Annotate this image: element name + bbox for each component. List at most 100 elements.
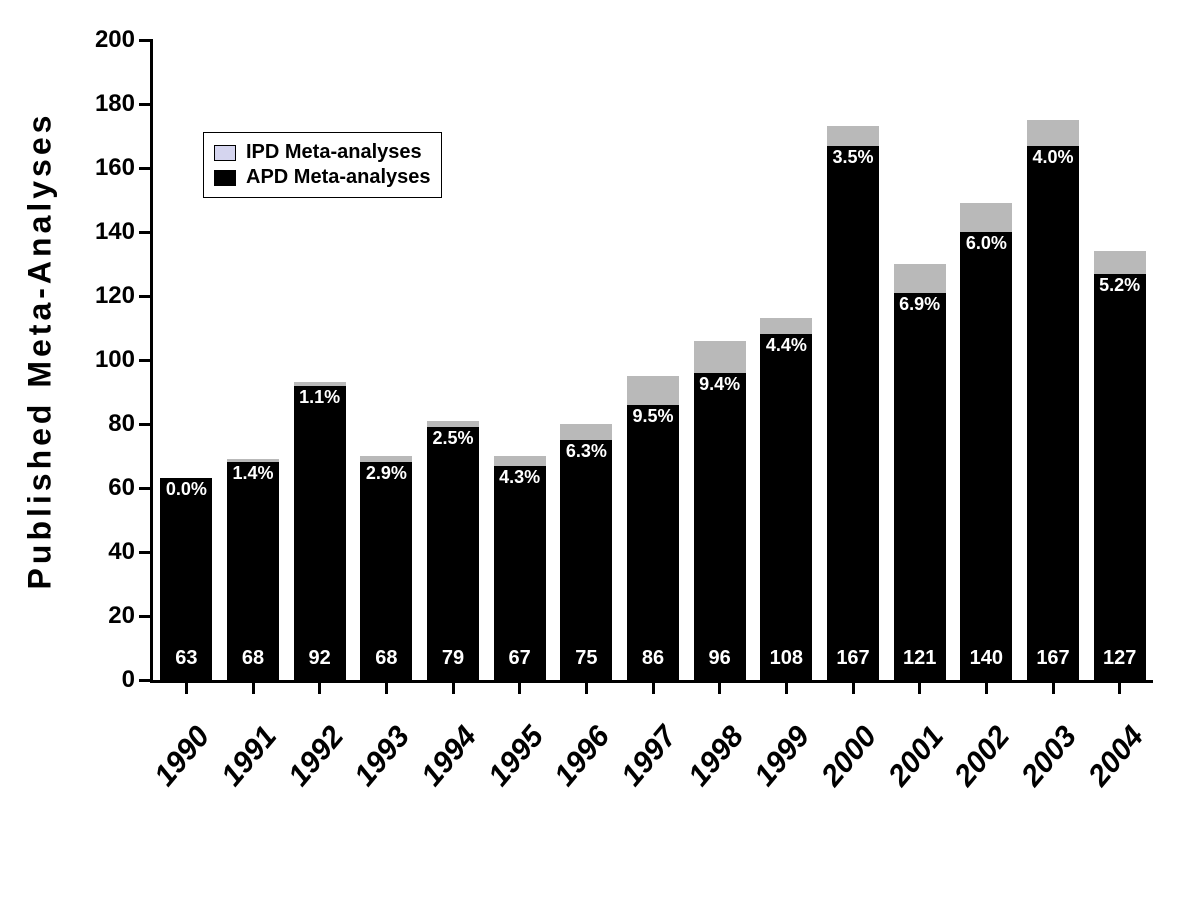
bar-pct-label: 6.3% (560, 441, 612, 462)
bar-pct-label: 4.4% (760, 335, 812, 356)
bar-count-label: 86 (627, 647, 679, 670)
x-axis-label: 1996 (548, 720, 617, 793)
bar-ipd (560, 424, 612, 440)
bar-ipd (627, 376, 679, 405)
bar-group: 68 1.4% (227, 459, 279, 680)
y-tick (139, 551, 153, 554)
y-tick-label: 180 (0, 90, 135, 118)
y-tick-label: 60 (0, 474, 135, 502)
bar-ipd (360, 456, 412, 462)
y-tick (139, 231, 153, 234)
bar-group: 167 3.5% (827, 126, 879, 680)
bar-group: 756.3% (560, 424, 612, 680)
y-tick (139, 39, 153, 42)
bar-apd (427, 427, 479, 680)
bar-pct-label: 9.4% (694, 374, 746, 395)
x-axis-label: 1991 (215, 720, 284, 793)
bar-pct-label: 0.0% (160, 479, 212, 500)
bar-count-label: 63 (160, 647, 212, 670)
meta-analyses-chart: Published Meta-Analyses 630.0%681.4%921.… (0, 0, 1200, 900)
y-tick-label: 100 (0, 346, 135, 374)
bar-pct-label: 6.9% (894, 294, 946, 315)
bar-count-label: 108 (760, 647, 812, 670)
bar-pct-label: 4.0% (1027, 147, 1079, 168)
bar-count-label: 96 (694, 647, 746, 670)
x-axis-label: 1999 (748, 720, 817, 793)
plot-area: 630.0%681.4%921.1%682.9%792.5%674.3%756.… (150, 40, 1153, 683)
y-tick (139, 167, 153, 170)
bar-apd (1094, 274, 1146, 680)
y-tick (139, 103, 153, 106)
y-tick (139, 423, 153, 426)
bar-ipd (494, 456, 546, 466)
bar-count-label: 121 (894, 647, 946, 670)
y-tick-label: 160 (0, 154, 135, 182)
bar-apd (960, 232, 1012, 680)
y-tick-label: 200 (0, 26, 135, 54)
bar-pct-label: 2.5% (427, 428, 479, 449)
y-tick (139, 679, 153, 682)
bar-ipd (427, 421, 479, 427)
legend-row: IPD Meta-analyses (214, 141, 431, 164)
x-axis-label: 1998 (682, 720, 751, 793)
x-axis-label: 1990 (148, 720, 217, 793)
bar-ipd (894, 264, 946, 293)
bar-group: 108 4.4% (760, 318, 812, 680)
x-axis-labels: 1990199119921993199419951996199719981999… (150, 690, 1150, 870)
x-axis-label: 1994 (415, 720, 484, 793)
bar-group: 167 4.0% (1027, 120, 1079, 680)
bar-apd (760, 334, 812, 680)
x-axis-label: 2002 (948, 720, 1017, 793)
bar-pct-label: 1.1% (294, 387, 346, 408)
x-axis-label: 1997 (615, 720, 684, 793)
y-tick-label: 20 (0, 602, 135, 630)
legend-row: APD Meta-analyses (214, 166, 431, 189)
bar-ipd (694, 341, 746, 373)
y-tick-label: 80 (0, 410, 135, 438)
legend-swatch (214, 145, 236, 161)
bar-apd (627, 405, 679, 680)
legend-label: IPD Meta-analyses (246, 141, 422, 164)
bar-count-label: 167 (827, 647, 879, 670)
y-tick-label: 120 (0, 282, 135, 310)
x-axis-label: 2003 (1015, 720, 1084, 793)
bar-count-label: 68 (227, 647, 279, 670)
bar-count-label: 127 (1094, 647, 1146, 670)
bar-ipd (827, 126, 879, 145)
x-axis-label: 2000 (815, 720, 884, 793)
legend-label: APD Meta-analyses (246, 166, 431, 189)
bar-apd (294, 386, 346, 680)
bar-group: 140 6.0% (960, 203, 1012, 680)
x-axis-label: 1993 (348, 720, 417, 793)
bar-count-label: 140 (960, 647, 1012, 670)
x-axis-label: 1992 (282, 720, 351, 793)
bar-apd (560, 440, 612, 680)
bar-apd (1027, 146, 1079, 680)
bar-pct-label: 6.0% (960, 233, 1012, 254)
legend: IPD Meta-analysesAPD Meta-analyses (203, 132, 442, 198)
bar-apd (827, 146, 879, 680)
bar-group: 682.9% (360, 456, 412, 680)
y-tick-label: 0 (0, 666, 135, 694)
x-axis-label: 1995 (482, 720, 551, 793)
bar-apd (894, 293, 946, 680)
bar-pct-label: 5.2% (1094, 275, 1146, 296)
bar-group: 63 0.0% (160, 478, 212, 680)
bar-group: 86 9.5% (627, 376, 679, 680)
y-tick (139, 295, 153, 298)
bar-group: 674.3% (494, 456, 546, 680)
bar-ipd (760, 318, 812, 334)
bar-group: 127 5.2% (1094, 251, 1146, 680)
bar-count-label: 68 (360, 647, 412, 670)
bar-pct-label: 9.5% (627, 406, 679, 427)
y-tick (139, 359, 153, 362)
bar-group: 96 9.4% (694, 341, 746, 680)
bar-count-label: 167 (1027, 647, 1079, 670)
legend-swatch (214, 170, 236, 186)
bar-ipd (294, 382, 346, 385)
x-axis-label: 2004 (1082, 720, 1151, 793)
bar-count-label: 92 (294, 647, 346, 670)
bar-pct-label: 1.4% (227, 463, 279, 484)
bar-pct-label: 3.5% (827, 147, 879, 168)
x-axis-label: 2001 (882, 720, 951, 793)
